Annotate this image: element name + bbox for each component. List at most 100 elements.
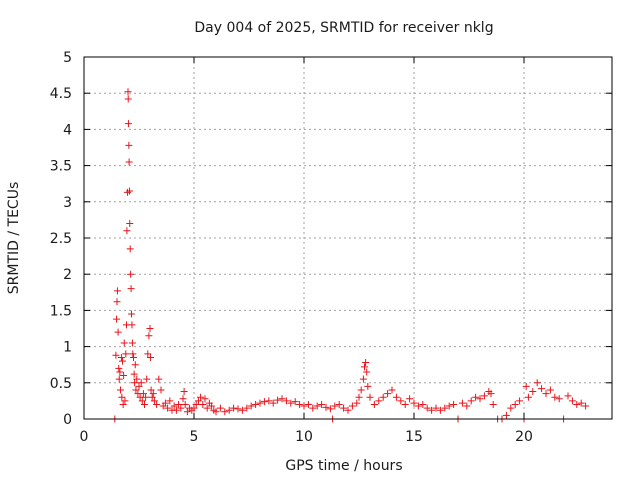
- data-point: [157, 386, 165, 394]
- x-tick-label: 10: [295, 429, 313, 445]
- data-point: [177, 404, 185, 412]
- y-tick-label: 1: [63, 340, 72, 356]
- data-point: [143, 375, 151, 383]
- data-point: [197, 393, 205, 401]
- data-point: [194, 397, 202, 405]
- data-point: [113, 298, 121, 306]
- data-point: [144, 350, 152, 358]
- data-point: [476, 395, 484, 403]
- data-point: [384, 390, 392, 398]
- data-point: [260, 398, 268, 406]
- data-point: [269, 399, 277, 407]
- data-point: [555, 395, 563, 403]
- data-point: [282, 397, 290, 405]
- data-point: [115, 364, 123, 372]
- data-point: [278, 395, 286, 403]
- data-point: [164, 404, 172, 412]
- data-point: [502, 411, 510, 419]
- data-point: [357, 386, 365, 394]
- data-point: [287, 399, 295, 407]
- data-point: [201, 395, 209, 403]
- data-point: [190, 404, 198, 412]
- x-tick-label: 5: [190, 429, 199, 445]
- data-point: [318, 401, 326, 409]
- data-point: [300, 402, 308, 410]
- data-point: [546, 386, 554, 394]
- data-point: [166, 397, 174, 405]
- data-point: [126, 220, 134, 228]
- data-point: [212, 408, 220, 416]
- data-point: [150, 397, 158, 405]
- data-points: [111, 88, 590, 423]
- data-point: [126, 187, 134, 195]
- data-point: [238, 406, 246, 414]
- data-point: [116, 368, 124, 376]
- data-point: [414, 402, 422, 410]
- data-point: [130, 353, 137, 361]
- y-tick-label: 0.5: [50, 376, 72, 392]
- data-point: [353, 399, 361, 407]
- data-point: [119, 401, 127, 409]
- data-point: [463, 402, 471, 410]
- data-point: [348, 402, 356, 410]
- data-point: [450, 401, 458, 409]
- data-point: [516, 397, 524, 405]
- data-point: [135, 382, 143, 390]
- data-point: [392, 393, 400, 401]
- data-point: [522, 382, 530, 390]
- data-point: [225, 406, 233, 414]
- data-point: [216, 404, 224, 412]
- data-point: [230, 404, 238, 412]
- data-point: [118, 393, 126, 401]
- data-point: [127, 285, 135, 293]
- y-axis-label: SRMTID / TECUs: [6, 182, 22, 295]
- data-point: [511, 401, 519, 409]
- data-point: [243, 404, 251, 412]
- plot-frame: [83, 56, 613, 420]
- data-point: [146, 325, 154, 332]
- data-point: [137, 379, 145, 387]
- data-point: [141, 401, 148, 409]
- chart-title: Day 004 of 2025, SRMTID for receiver nkl…: [194, 20, 493, 36]
- data-point: [132, 386, 140, 394]
- data-point: [128, 310, 136, 318]
- data-point: [507, 404, 515, 412]
- data-point: [406, 395, 414, 403]
- data-point: [445, 402, 453, 410]
- data-point: [487, 390, 495, 398]
- data-point: [401, 401, 409, 409]
- data-point: [533, 379, 541, 387]
- data-point: [265, 397, 273, 405]
- data-point: [170, 402, 178, 410]
- data-point: [125, 141, 133, 149]
- data-point: [153, 401, 161, 409]
- data-point: [564, 392, 572, 400]
- data-point: [458, 399, 466, 407]
- data-point: [432, 404, 440, 412]
- data-point: [436, 406, 444, 414]
- data-point: [131, 379, 139, 387]
- data-point: [114, 328, 122, 336]
- data-point: [397, 397, 405, 405]
- data-point: [130, 370, 138, 378]
- data-point: [115, 375, 123, 383]
- data-point: [172, 406, 180, 414]
- data-point: [355, 393, 363, 401]
- data-point: [344, 406, 352, 414]
- data-point: [370, 401, 378, 409]
- data-point: [149, 390, 157, 398]
- data-point: [410, 399, 418, 407]
- data-point: [423, 404, 431, 412]
- y-tick-label: 3.5: [50, 159, 72, 175]
- data-point: [128, 321, 136, 329]
- data-point: [256, 399, 264, 407]
- data-point: [175, 401, 183, 409]
- data-point: [121, 397, 129, 405]
- data-point: [480, 392, 488, 400]
- data-point: [419, 401, 427, 409]
- data-point: [375, 397, 383, 405]
- y-tick-label: 2: [63, 267, 72, 283]
- data-point: [361, 363, 368, 371]
- data-point: [441, 404, 449, 412]
- data-point: [180, 387, 188, 395]
